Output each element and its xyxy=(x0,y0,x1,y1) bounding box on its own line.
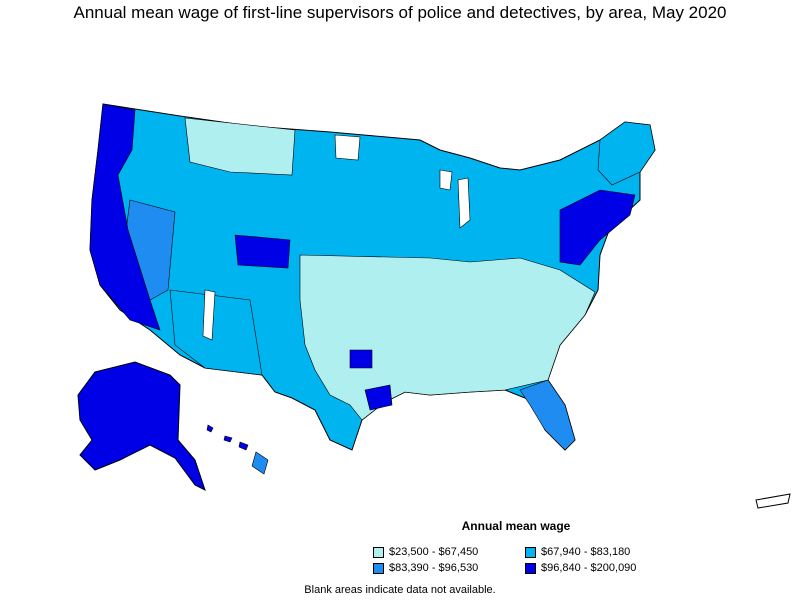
legend-item-4: $96,840 - $200,090 xyxy=(525,562,636,574)
legend-item-2: $67,940 - $83,180 xyxy=(525,546,630,558)
region-southwest xyxy=(169,289,263,376)
legend-swatch-1 xyxy=(373,546,384,558)
lake-michigan xyxy=(457,177,471,229)
legend-label-1: $23,500 - $67,450 xyxy=(389,546,479,558)
region-houston xyxy=(364,384,393,411)
region-new-england xyxy=(597,121,656,186)
region-dallas xyxy=(349,349,373,369)
region-plains-south xyxy=(299,254,596,421)
map-title: Annual mean wage of first-line superviso… xyxy=(73,3,727,22)
blank-area-arizona xyxy=(202,289,216,341)
legend-item-1: $23,500 - $67,450 xyxy=(373,546,478,558)
puerto-rico xyxy=(755,493,791,509)
legend-label-2: $67,940 - $83,180 xyxy=(541,546,631,558)
legend-label-3: $83,390 - $96,530 xyxy=(389,562,479,574)
legend-swatch-3 xyxy=(373,562,384,574)
footnote: Blank areas indicate data not available. xyxy=(304,584,496,596)
legend-swatch-4 xyxy=(525,562,536,574)
alaska xyxy=(77,361,206,491)
hawaii xyxy=(206,424,269,475)
legend-swatch-2 xyxy=(525,546,536,558)
region-northeast xyxy=(559,189,636,266)
blank-area-north-dakota xyxy=(334,134,361,161)
blank-area-michigan xyxy=(439,169,453,191)
legend-item-3: $83,390 - $96,530 xyxy=(373,562,478,574)
legend-title: Annual mean wage xyxy=(461,519,571,533)
legend-label-4: $96,840 - $200,090 xyxy=(541,562,637,574)
region-pacific-coast xyxy=(89,103,161,331)
region-montana xyxy=(184,117,296,176)
region-colorado xyxy=(234,234,291,269)
region-florida xyxy=(519,379,576,451)
